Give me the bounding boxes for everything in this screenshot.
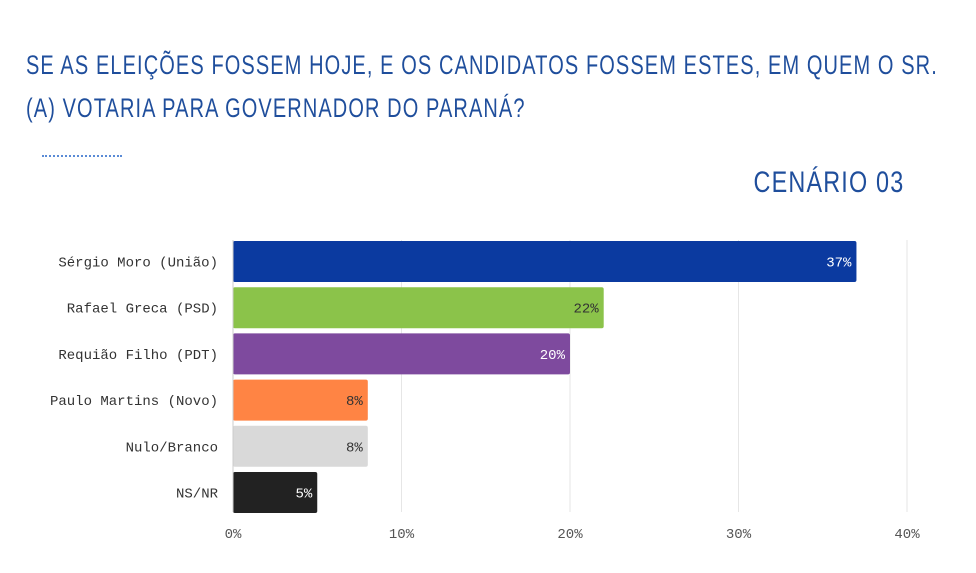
value-label-1: 22% bbox=[573, 302, 599, 318]
value-label-4: 8% bbox=[346, 440, 363, 456]
category-label-1: Rafael Greca (PSD) bbox=[67, 302, 218, 318]
x-tick-label-20: 20% bbox=[557, 527, 583, 543]
title-line-2: (A) VOTARIA PARA GOVERNADOR DO PARANÁ? bbox=[26, 93, 526, 123]
category-label-0: Sérgio Moro (União) bbox=[58, 256, 218, 272]
chart-title: SE AS ELEIÇÕES FOSSEM HOJE, E OS CANDIDA… bbox=[26, 44, 944, 130]
bar-1 bbox=[233, 287, 604, 329]
category-label-2: Requião Filho (PDT) bbox=[58, 348, 218, 364]
category-label-5: NS/NR bbox=[176, 487, 219, 503]
x-tick-label-40: 40% bbox=[894, 527, 920, 543]
value-label-3: 8% bbox=[346, 394, 363, 410]
category-label-3: Paulo Martins (Novo) bbox=[50, 394, 218, 410]
value-label-2: 20% bbox=[540, 348, 566, 364]
bar-0 bbox=[233, 241, 857, 282]
x-tick-label-0: 0% bbox=[225, 527, 242, 543]
scenario-label: CENÁRIO 03 bbox=[753, 166, 904, 199]
bar-3 bbox=[233, 379, 368, 421]
x-tick-label-10: 10% bbox=[389, 527, 415, 543]
bar-5 bbox=[233, 472, 318, 513]
bar-2 bbox=[233, 333, 570, 375]
title-underline bbox=[42, 155, 122, 157]
value-label-5: 5% bbox=[295, 487, 312, 503]
x-tick-label-30: 30% bbox=[726, 527, 752, 543]
title-line-1: SE AS ELEIÇÕES FOSSEM HOJE, E OS CANDIDA… bbox=[26, 50, 938, 80]
value-label-0: 37% bbox=[826, 256, 852, 272]
category-label-4: Nulo/Branco bbox=[126, 440, 218, 456]
bar-4 bbox=[233, 425, 368, 467]
